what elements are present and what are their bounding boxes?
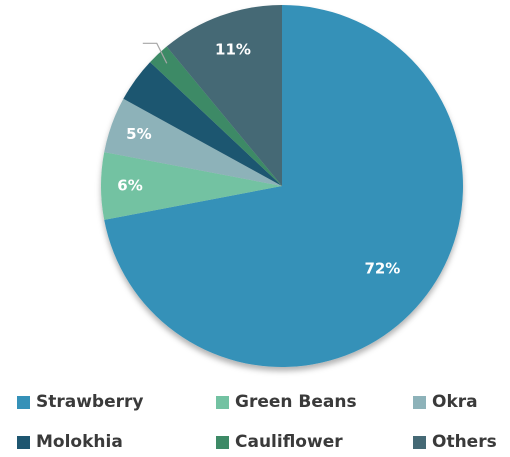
legend-swatch bbox=[216, 395, 229, 409]
legend-item-green-beans: Green Beans bbox=[216, 390, 357, 414]
leader-line-cauliflower bbox=[142, 42, 168, 64]
legend-item-molokhia: Molokhia bbox=[17, 430, 123, 454]
pie-slices bbox=[101, 5, 464, 367]
pie-slice-cauliflower bbox=[150, 46, 282, 186]
legend-item-strawberry: Strawberry bbox=[17, 390, 143, 414]
leader-lines bbox=[142, 42, 168, 64]
pie-slice-okra bbox=[104, 98, 283, 186]
legend-swatch bbox=[216, 435, 229, 449]
data-label-okra: 5% bbox=[126, 125, 151, 143]
legend-item-okra: Okra bbox=[413, 390, 478, 414]
legend-item-others: Others bbox=[413, 430, 497, 454]
pie-slice-molokhia bbox=[123, 62, 282, 186]
legend-label: Cauliflower bbox=[235, 432, 343, 452]
data-label-others: 11% bbox=[215, 40, 251, 58]
data-label-strawberry: 72% bbox=[364, 260, 400, 278]
pie-slice-strawberry bbox=[104, 5, 464, 367]
legend-swatch bbox=[413, 435, 426, 449]
legend-swatch bbox=[17, 435, 30, 449]
pie-data-labels: 72% 6% 5% 11% bbox=[117, 40, 400, 277]
legend-label: Others bbox=[432, 432, 497, 452]
legend-swatch bbox=[413, 395, 426, 409]
legend-label: Green Beans bbox=[235, 392, 357, 412]
pie-slice-green-beans bbox=[101, 152, 282, 220]
pie-slice-others bbox=[166, 5, 282, 186]
legend-label: Strawberry bbox=[36, 392, 144, 412]
legend-label: Okra bbox=[432, 392, 478, 412]
data-label-green-beans: 6% bbox=[117, 177, 142, 195]
legend-swatch bbox=[17, 395, 30, 409]
legend-item-cauliflower: Cauliflower bbox=[216, 430, 343, 454]
legend-label: Molokhia bbox=[36, 432, 123, 452]
